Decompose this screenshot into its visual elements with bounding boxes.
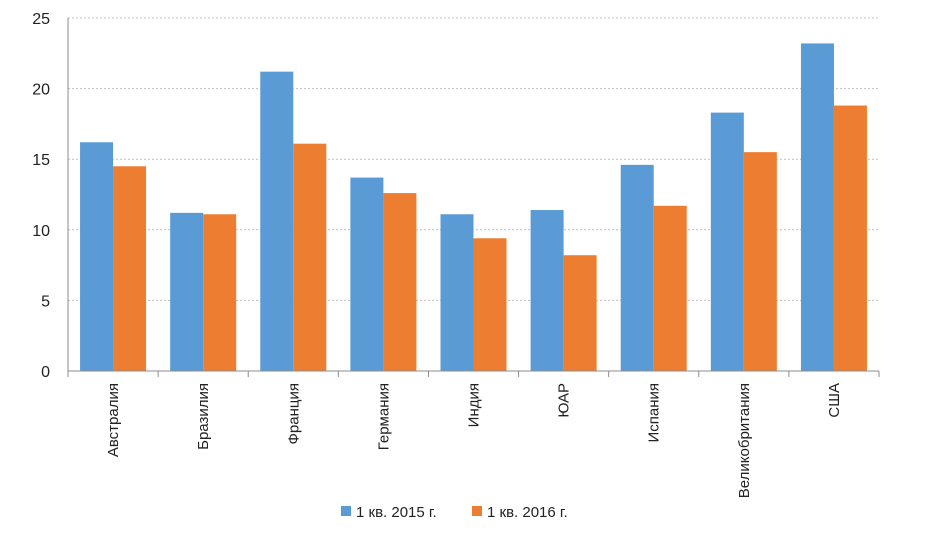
legend-label: 1 кв. 2015 г. xyxy=(356,504,437,521)
x-category-label: Германия xyxy=(375,383,392,450)
x-category-label: Австралия xyxy=(105,383,122,457)
y-tick-label: 10 xyxy=(32,223,50,240)
y-tick-label: 25 xyxy=(32,11,50,28)
bar-2016 xyxy=(383,193,417,371)
x-category-label: Испания xyxy=(646,383,663,443)
axes xyxy=(67,18,880,377)
y-tick-label: 15 xyxy=(32,152,50,169)
legend-swatch xyxy=(472,506,482,516)
x-category-label: Великобритания xyxy=(736,383,753,498)
bar-2015 xyxy=(440,214,474,371)
x-category-label: ЮАР xyxy=(556,383,573,418)
bar-2016 xyxy=(653,205,687,371)
bar-2015 xyxy=(260,71,294,371)
legend-swatch xyxy=(341,506,351,516)
bar-2015 xyxy=(530,210,564,371)
bar-2016 xyxy=(113,166,147,371)
y-tick-label: 0 xyxy=(41,364,50,381)
bar-2015 xyxy=(350,177,384,371)
bar-2016 xyxy=(563,255,597,371)
bar-2015 xyxy=(710,112,744,371)
y-tick-label: 5 xyxy=(41,293,50,310)
bar-2015 xyxy=(620,164,654,371)
x-axis-categories: Австралия Бразилия Франция Германия Индия ЮАР… xyxy=(105,383,843,498)
x-category-label: США xyxy=(826,383,843,418)
bar-2016 xyxy=(833,105,867,371)
x-category-label: Бразилия xyxy=(195,383,212,450)
bar-2015 xyxy=(800,43,834,371)
y-axis-ticks: 0 5 10 15 20 25 xyxy=(32,11,50,381)
bars xyxy=(80,43,867,371)
legend: 1 кв. 2015 г. 1 кв. 2016 г. xyxy=(341,504,568,521)
y-tick-label: 20 xyxy=(32,82,50,99)
x-category-label: Франция xyxy=(285,383,302,444)
bar-2016 xyxy=(203,214,237,371)
legend-label: 1 кв. 2016 г. xyxy=(487,504,568,521)
bar-2016 xyxy=(743,152,777,371)
bar-2015 xyxy=(170,212,204,371)
bar-2015 xyxy=(80,142,114,371)
bar-2016 xyxy=(473,238,507,371)
bar-2016 xyxy=(293,143,327,371)
x-category-label: Индия xyxy=(466,383,483,427)
